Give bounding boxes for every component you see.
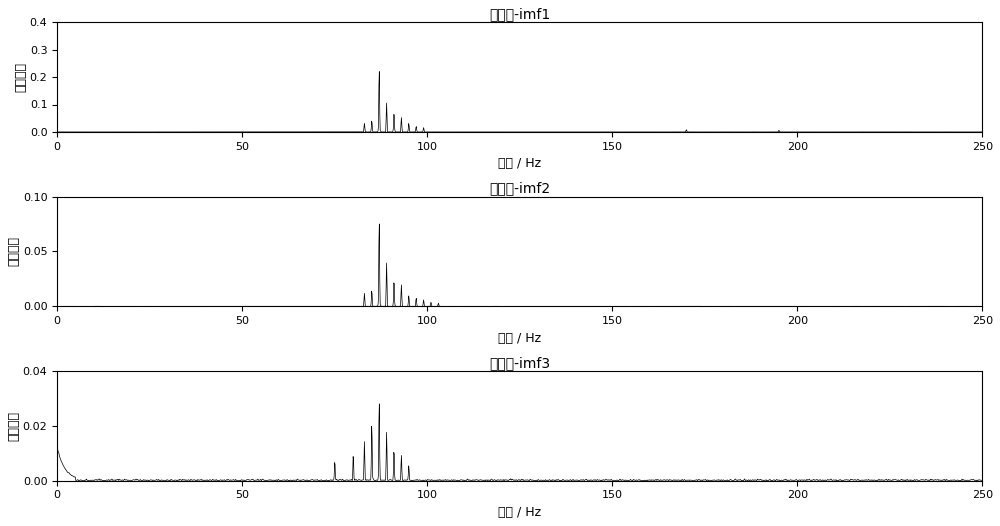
Y-axis label: 信号幅值: 信号幅值 — [7, 237, 20, 267]
Y-axis label: 信号幅值: 信号幅值 — [7, 411, 20, 441]
Title: 频谱图-imf1: 频谱图-imf1 — [489, 7, 550, 21]
X-axis label: 频率 / Hz: 频率 / Hz — [498, 506, 541, 519]
X-axis label: 频率 / Hz: 频率 / Hz — [498, 332, 541, 345]
X-axis label: 频率 / Hz: 频率 / Hz — [498, 157, 541, 170]
Title: 频谱图-imf3: 频谱图-imf3 — [489, 356, 550, 370]
Title: 频谱图-imf2: 频谱图-imf2 — [489, 181, 550, 195]
Y-axis label: 信号幅值: 信号幅值 — [14, 62, 27, 92]
